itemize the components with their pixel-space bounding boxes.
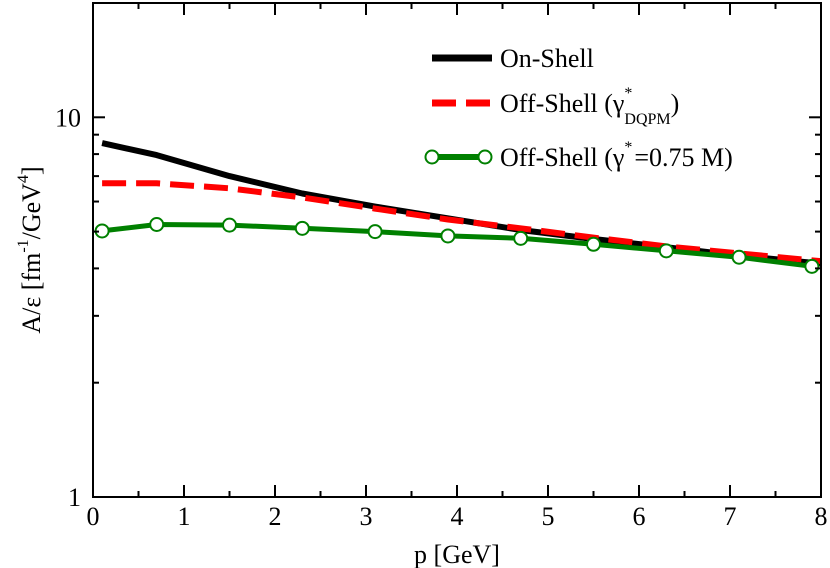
series-line-2 <box>101 222 813 269</box>
legend-dqpm-sub: DQPM <box>624 111 670 128</box>
series-2-point <box>731 249 747 265</box>
x-tick-label: 4 <box>451 502 464 531</box>
legend-dqpm-base: Off-Shell (γ <box>500 89 624 118</box>
y-label-mid: /GeV <box>17 183 46 240</box>
legend-marker-right <box>477 149 493 165</box>
legend: On-Shell Off-Shell (γ* DQPM) Off-Shell (γ… <box>424 44 733 172</box>
x-tick-label: 1 <box>178 502 191 531</box>
series-2-point <box>294 220 310 236</box>
series-2-point <box>440 228 456 244</box>
x-axis-label: p [GeV] <box>414 540 500 568</box>
y-label-prefix: A/ε [fm <box>17 253 46 334</box>
series-2-point <box>222 217 237 233</box>
series-2-point <box>513 230 529 246</box>
legend-075-base: Off-Shell (γ <box>500 143 624 172</box>
legend-label-off-shell-075: Off-Shell (γ*=0.75 M) <box>500 139 733 172</box>
series-line-1 <box>102 180 821 265</box>
series-2-point <box>367 224 383 240</box>
plot-frame <box>92 2 822 498</box>
x-tick-label: 3 <box>360 502 373 531</box>
x-tick-label: 7 <box>724 502 737 531</box>
series-2-point <box>149 217 165 233</box>
y-label-suffix: ] <box>17 166 46 175</box>
y-label-superscript-2: 4 <box>15 175 32 183</box>
y-tick-label: 10 <box>55 103 81 132</box>
y-tick-label: 1 <box>68 483 81 512</box>
legend-marker-left <box>424 149 440 165</box>
series-2-point <box>658 243 674 259</box>
series-layer <box>94 140 821 274</box>
legend-dqpm-sup: * <box>624 85 632 102</box>
legend-label-off-shell-dqpm: Off-Shell (γ* DQPM) <box>500 85 679 128</box>
series-2-point <box>804 258 820 274</box>
legend-dqpm-close: ) <box>671 89 680 118</box>
x-tick-label: 5 <box>542 502 555 531</box>
x-tick-label: 6 <box>633 502 646 531</box>
x-tick-label: 2 <box>269 502 282 531</box>
y-axis-label: A/ε [fm-1/GeV4] <box>15 166 46 333</box>
x-tick-label: 0 <box>87 502 100 531</box>
legend-075-sup: * <box>624 139 632 156</box>
legend-label-on-shell: On-Shell <box>500 44 594 73</box>
legend-075-rest: =0.75 M) <box>634 143 732 172</box>
y-label-superscript-1: -1 <box>15 239 32 252</box>
x-tick-label: 8 <box>815 502 828 531</box>
series-2-point <box>586 236 601 252</box>
